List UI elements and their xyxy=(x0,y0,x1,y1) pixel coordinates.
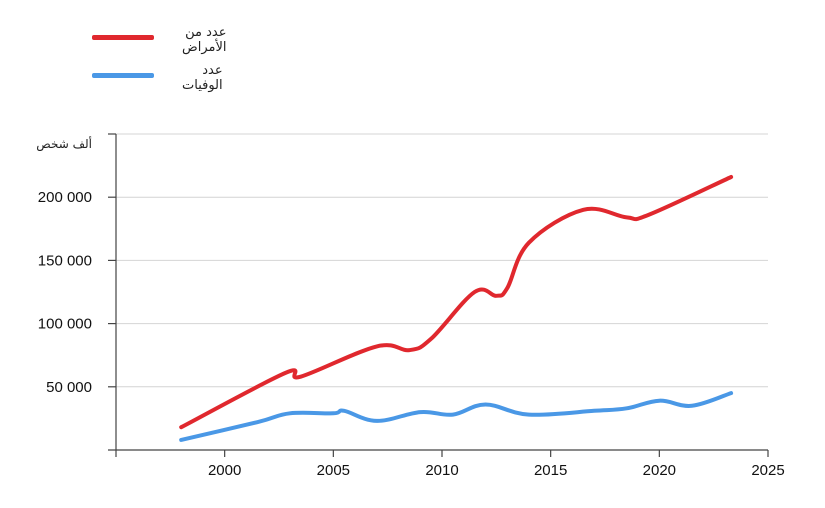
legend-swatch-deaths xyxy=(92,73,154,78)
y-tick-label: 150 000 xyxy=(38,252,92,269)
legend-label-deaths: عدد الوفيات xyxy=(182,63,223,93)
x-tick-label: 2000 xyxy=(208,462,241,479)
y-tick-label: 100 000 xyxy=(38,316,92,333)
y-tick-label: 50 000 xyxy=(46,379,92,396)
y-axis-unit-label: ألف شخص xyxy=(36,136,92,152)
legend-swatch-cases xyxy=(92,35,154,40)
legend-label-cases: عدد من الأمراض xyxy=(182,25,227,55)
series-lines xyxy=(179,175,734,442)
x-tick-label: 2010 xyxy=(425,462,458,479)
series-line-cases xyxy=(179,175,734,430)
y-tick-label: 200 000 xyxy=(38,189,92,206)
series-line-deaths xyxy=(179,391,734,442)
x-tick-label: 2015 xyxy=(534,462,567,479)
tick-labels: 50 000 100 000 150 000 200 000 2000 2005 2010 2… xyxy=(38,189,785,479)
x-tick-label: 2005 xyxy=(317,462,350,479)
x-tick-label: 2020 xyxy=(643,462,676,479)
axes xyxy=(108,133,769,457)
grid-lines xyxy=(116,133,768,388)
x-tick-label: 2025 xyxy=(751,462,784,479)
